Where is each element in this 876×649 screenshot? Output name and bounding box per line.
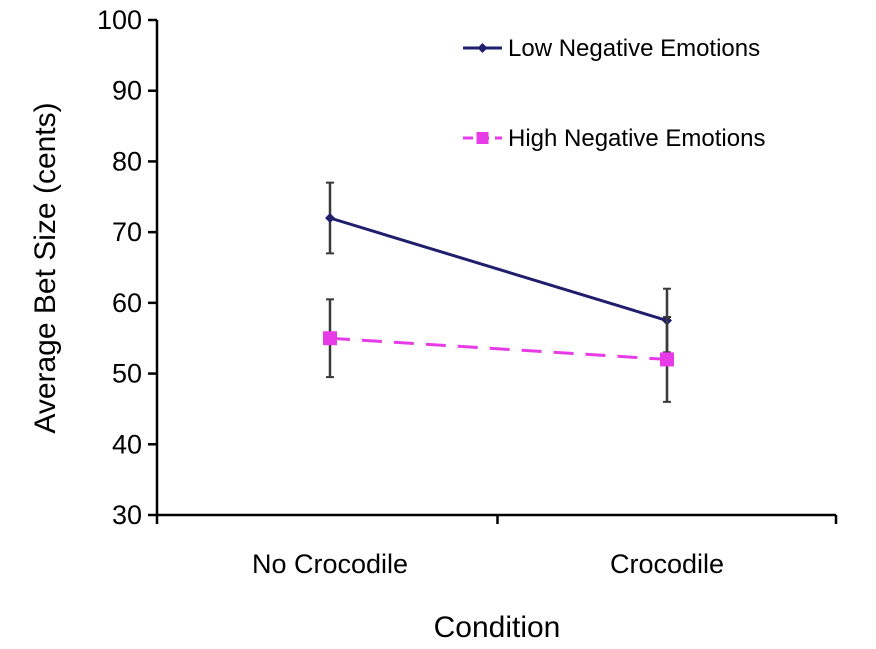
series-line: [329, 336, 668, 361]
legend-label-high: High Negative Emotions: [508, 125, 765, 152]
y-tick-label: 40: [112, 429, 142, 459]
x-category-label: No Crocodile: [252, 549, 408, 579]
y-tick-label: 100: [97, 5, 142, 35]
legend-item-low-negative: Low Negative Emotions: [463, 35, 760, 62]
y-tick-label: 70: [112, 217, 142, 247]
series-0: [325, 181, 672, 354]
x-axis-title: Condition: [434, 611, 561, 644]
series-line: [329, 216, 668, 322]
legend-item-high-negative: High Negative Emotions: [463, 125, 765, 152]
legend: Low Negative Emotions High Negative Emot…: [463, 35, 765, 152]
y-tick-label: 60: [112, 288, 142, 318]
data-point: [323, 331, 337, 346]
x-ticks: No Crocodile Crocodile: [155, 515, 838, 579]
y-tick-label: 80: [112, 146, 142, 176]
y-ticks: 30 40 50 60 70 80 90 100: [97, 5, 157, 530]
y-tick-label: 90: [112, 76, 142, 106]
series-1: [323, 298, 674, 403]
y-tick-label: 30: [112, 500, 142, 530]
legend-marker-high: [476, 132, 489, 144]
y-tick-label: 50: [112, 359, 142, 389]
legend-marker-low: [477, 43, 488, 53]
data-point: [325, 213, 335, 223]
legend-label-low: Low Negative Emotions: [508, 35, 760, 62]
y-axis-title: Average Bet Size (cents): [29, 102, 62, 433]
series-layer: [323, 181, 674, 403]
data-point: [660, 352, 674, 367]
x-category-label: Crocodile: [610, 549, 724, 579]
